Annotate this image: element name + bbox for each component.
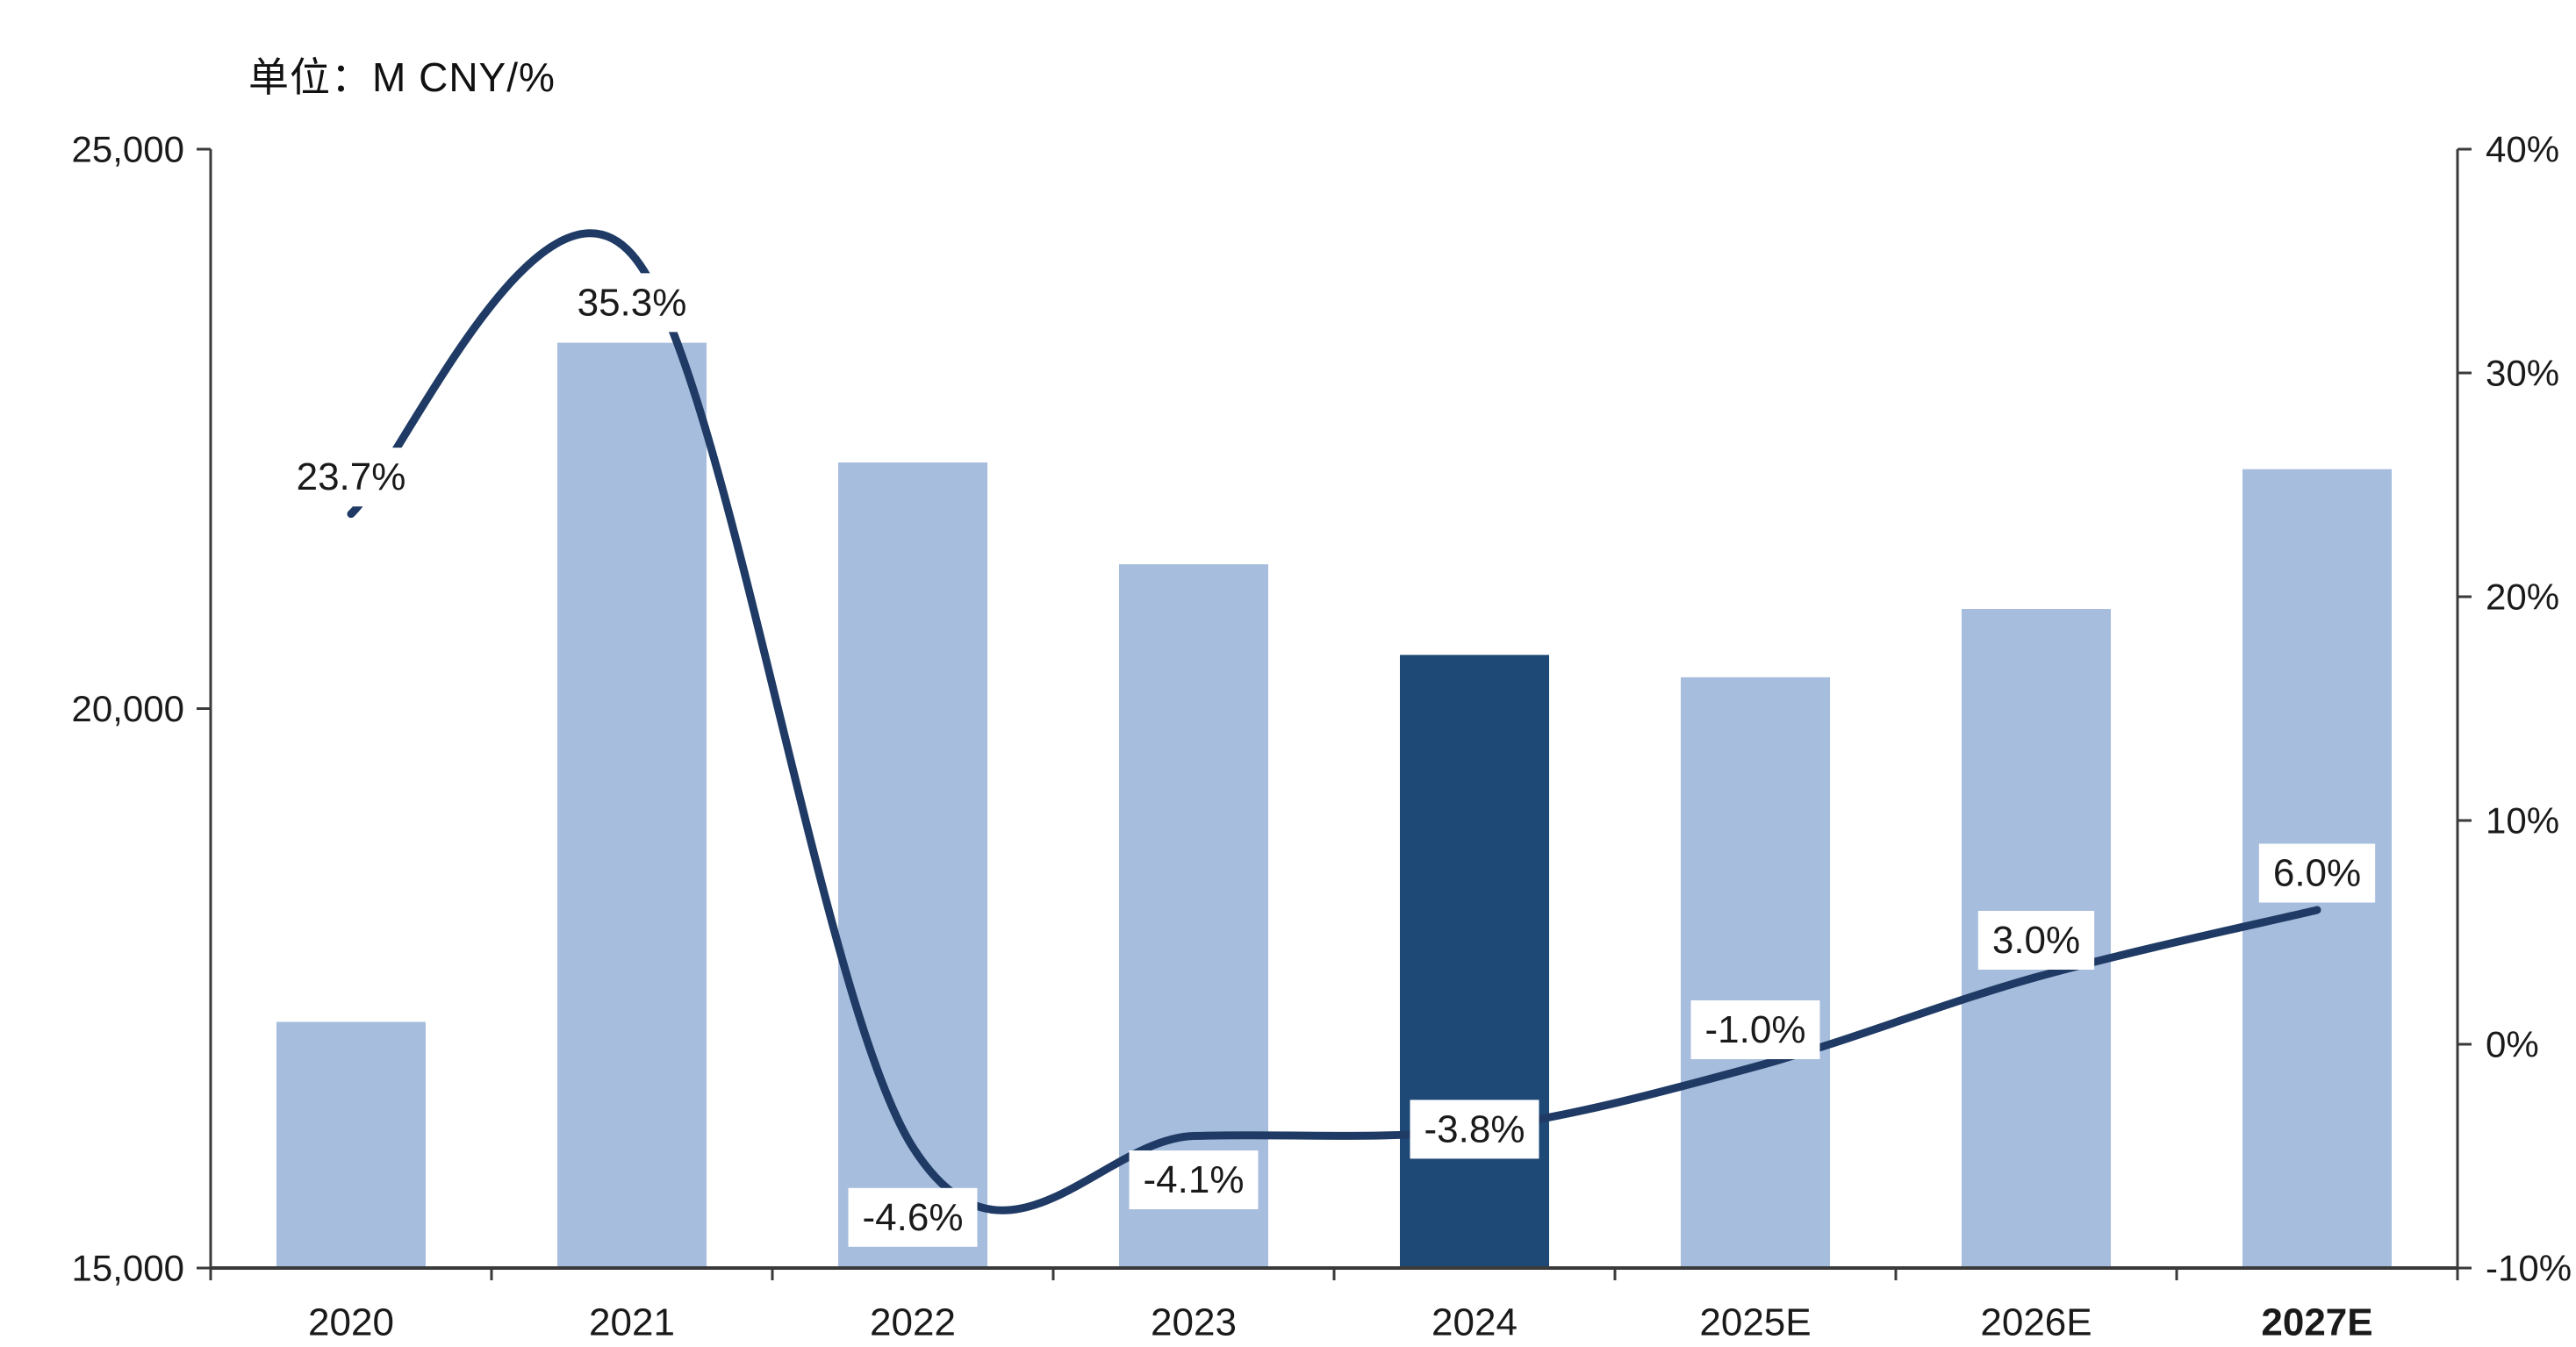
data-label-box: [1410, 1100, 1539, 1159]
right-axis-label: 30%: [2486, 353, 2559, 394]
data-label: 6.0%: [2273, 852, 2361, 895]
left-axis-label: 25,000: [72, 129, 184, 170]
data-label: -1.0%: [1705, 1008, 1806, 1051]
data-label-box: [563, 273, 701, 333]
data-label: 35.3%: [578, 281, 687, 324]
data-label: -4.1%: [1144, 1158, 1245, 1201]
x-axis-label: 2026E: [1980, 1301, 2092, 1344]
data-label-box: [1690, 1000, 1820, 1059]
right-axis-label: 10%: [2486, 800, 2559, 842]
x-axis-label: 2020: [308, 1301, 394, 1344]
x-axis-label: 2022: [870, 1301, 956, 1344]
data-label-box: [2258, 843, 2376, 903]
data-label: 23.7%: [297, 455, 406, 498]
right-axis-label: 20%: [2486, 577, 2559, 618]
data-label: -4.6%: [863, 1196, 964, 1239]
x-axis-label: 2021: [589, 1301, 675, 1344]
x-axis-label: 2027E: [2261, 1301, 2372, 1344]
bar: [838, 462, 987, 1268]
right-axis-label: 40%: [2486, 129, 2559, 170]
x-axis-label: 2023: [1151, 1301, 1237, 1344]
left-axis-label: 20,000: [72, 688, 184, 729]
right-axis-label: 0%: [2486, 1024, 2539, 1065]
unit-label: 单位：M CNY/%: [248, 54, 556, 100]
data-label: 3.0%: [1992, 919, 2080, 962]
left-axis-label: 15,000: [72, 1248, 184, 1289]
data-label-box: [848, 1187, 978, 1247]
x-axis-label: 2024: [1432, 1301, 1518, 1344]
right-axis-label: -10%: [2486, 1248, 2572, 1289]
bar: [1681, 677, 1830, 1268]
growth-line: [347, 229, 2321, 1214]
data-label-box: [282, 448, 420, 507]
bar-highlighted: [1400, 655, 1549, 1268]
data-label: -3.8%: [1424, 1107, 1525, 1150]
data-label-box: [1129, 1150, 1259, 1210]
data-label-box: [1977, 911, 2095, 970]
x-axis-label: 2025E: [1699, 1301, 1811, 1344]
bar: [276, 1021, 426, 1268]
bar: [557, 342, 707, 1269]
